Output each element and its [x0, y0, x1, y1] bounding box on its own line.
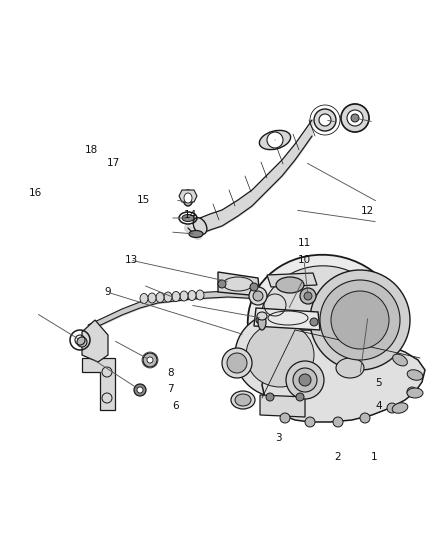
- Ellipse shape: [172, 292, 180, 302]
- Circle shape: [266, 393, 274, 401]
- Circle shape: [333, 417, 343, 427]
- Ellipse shape: [260, 266, 390, 384]
- Ellipse shape: [180, 291, 188, 301]
- Ellipse shape: [231, 391, 255, 409]
- Circle shape: [407, 387, 417, 397]
- Text: 17: 17: [106, 158, 120, 167]
- Polygon shape: [179, 190, 197, 202]
- Ellipse shape: [248, 255, 402, 395]
- Ellipse shape: [189, 230, 203, 238]
- Ellipse shape: [148, 293, 156, 303]
- Circle shape: [218, 280, 226, 288]
- Text: 18: 18: [85, 146, 98, 155]
- Circle shape: [304, 292, 312, 300]
- Ellipse shape: [188, 290, 196, 301]
- Circle shape: [267, 132, 283, 148]
- Polygon shape: [82, 358, 115, 410]
- Polygon shape: [218, 272, 260, 296]
- Circle shape: [280, 413, 290, 423]
- Ellipse shape: [222, 348, 252, 378]
- Circle shape: [300, 288, 316, 304]
- Ellipse shape: [392, 354, 407, 366]
- Text: 7: 7: [167, 384, 174, 394]
- Circle shape: [296, 393, 304, 401]
- Circle shape: [256, 316, 264, 324]
- Ellipse shape: [227, 353, 247, 373]
- Ellipse shape: [235, 394, 251, 406]
- Circle shape: [310, 318, 318, 326]
- Text: 15: 15: [137, 195, 150, 205]
- Circle shape: [77, 337, 87, 347]
- Text: 1: 1: [371, 453, 378, 462]
- Circle shape: [387, 403, 397, 413]
- Circle shape: [314, 109, 336, 131]
- Text: 10: 10: [298, 255, 311, 265]
- Text: 4: 4: [375, 401, 382, 411]
- Ellipse shape: [392, 403, 408, 413]
- Ellipse shape: [407, 370, 423, 380]
- Text: 8: 8: [167, 368, 174, 378]
- Ellipse shape: [258, 314, 266, 330]
- Ellipse shape: [293, 368, 317, 392]
- Polygon shape: [267, 273, 317, 287]
- Ellipse shape: [235, 312, 325, 398]
- Ellipse shape: [182, 214, 194, 222]
- Text: 9: 9: [104, 287, 111, 297]
- Ellipse shape: [246, 323, 314, 387]
- Ellipse shape: [140, 294, 148, 303]
- Text: 13: 13: [125, 255, 138, 265]
- Ellipse shape: [320, 280, 400, 360]
- Circle shape: [351, 114, 359, 122]
- Ellipse shape: [331, 291, 389, 349]
- Polygon shape: [82, 320, 108, 362]
- Polygon shape: [260, 395, 305, 417]
- Circle shape: [143, 353, 157, 367]
- Ellipse shape: [257, 312, 267, 320]
- Ellipse shape: [407, 388, 423, 398]
- Ellipse shape: [259, 131, 291, 150]
- Ellipse shape: [299, 374, 311, 386]
- Ellipse shape: [276, 277, 304, 293]
- Ellipse shape: [286, 361, 324, 399]
- Text: 6: 6: [172, 401, 179, 411]
- Circle shape: [305, 417, 315, 427]
- Ellipse shape: [164, 292, 172, 302]
- Ellipse shape: [196, 290, 204, 300]
- Ellipse shape: [183, 190, 193, 206]
- Text: 5: 5: [375, 378, 382, 387]
- Polygon shape: [254, 308, 320, 330]
- Ellipse shape: [184, 193, 192, 203]
- Text: 14: 14: [184, 210, 197, 220]
- Circle shape: [341, 104, 369, 132]
- Circle shape: [319, 114, 331, 126]
- Ellipse shape: [336, 358, 364, 378]
- Circle shape: [253, 291, 263, 301]
- Text: 16: 16: [29, 188, 42, 198]
- Text: 11: 11: [298, 238, 311, 247]
- Circle shape: [250, 283, 258, 291]
- Text: 2: 2: [334, 453, 341, 462]
- Circle shape: [137, 387, 143, 393]
- Circle shape: [347, 110, 363, 126]
- Circle shape: [147, 357, 153, 363]
- Circle shape: [249, 287, 267, 305]
- Polygon shape: [262, 330, 425, 422]
- Ellipse shape: [156, 293, 164, 303]
- Ellipse shape: [193, 217, 207, 235]
- Circle shape: [360, 413, 370, 423]
- Circle shape: [134, 384, 146, 396]
- Text: 12: 12: [361, 206, 374, 215]
- Ellipse shape: [310, 270, 410, 370]
- Text: 3: 3: [275, 433, 282, 443]
